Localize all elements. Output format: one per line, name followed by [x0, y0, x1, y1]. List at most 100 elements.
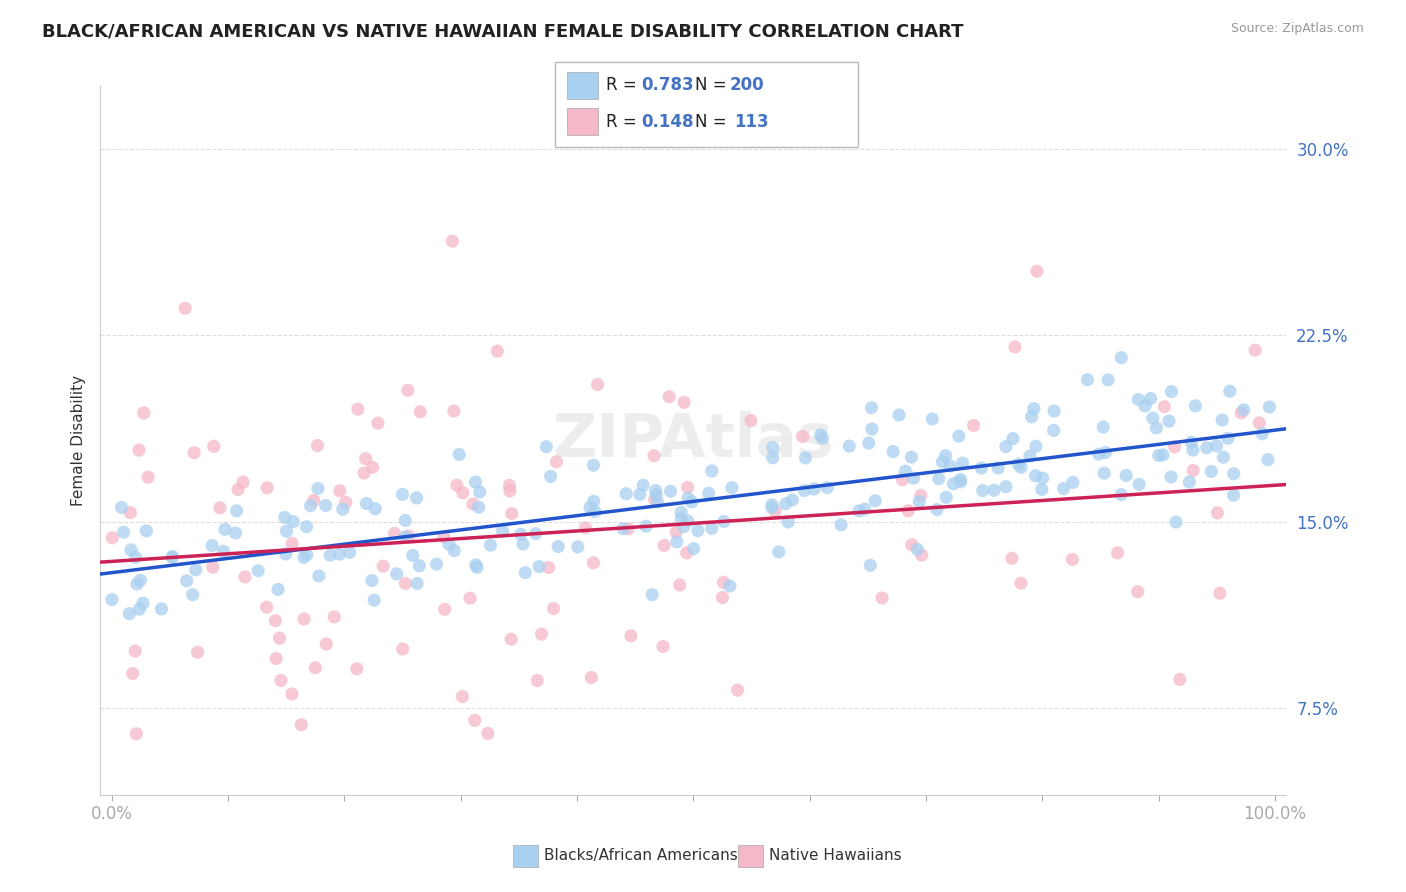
- Point: [290, 717, 312, 731]
- Point: [668, 578, 690, 592]
- Text: 0.148: 0.148: [641, 113, 693, 131]
- Point: [644, 483, 666, 498]
- Point: [1092, 466, 1115, 480]
- Text: 200: 200: [730, 76, 765, 94]
- Point: [150, 602, 173, 616]
- Point: [811, 431, 834, 445]
- Point: [479, 538, 502, 552]
- Point: [274, 547, 297, 561]
- Point: [641, 588, 664, 602]
- Point: [659, 484, 682, 499]
- Point: [782, 492, 804, 507]
- Point: [1107, 546, 1129, 560]
- Point: [201, 560, 224, 574]
- Point: [384, 526, 406, 541]
- Point: [1219, 384, 1241, 398]
- Point: [1026, 264, 1049, 278]
- Point: [1168, 673, 1191, 687]
- Point: [281, 687, 304, 701]
- Point: [911, 548, 934, 562]
- Point: [882, 444, 904, 458]
- Point: [1004, 340, 1026, 354]
- Point: [405, 491, 427, 505]
- Point: [281, 536, 304, 550]
- Point: [983, 483, 1005, 498]
- Point: [652, 539, 675, 553]
- Point: [949, 475, 972, 489]
- Point: [110, 500, 132, 515]
- Point: [233, 570, 256, 584]
- Point: [315, 637, 337, 651]
- Point: [1076, 373, 1098, 387]
- Text: R =: R =: [606, 76, 643, 94]
- Point: [1021, 409, 1043, 424]
- Point: [903, 471, 925, 485]
- Point: [1206, 506, 1229, 520]
- Point: [1216, 431, 1239, 445]
- Point: [537, 560, 560, 574]
- Point: [727, 683, 749, 698]
- Point: [1010, 460, 1032, 475]
- Point: [1092, 420, 1115, 434]
- Point: [274, 510, 297, 524]
- Point: [373, 559, 395, 574]
- Point: [283, 515, 305, 529]
- Point: [526, 673, 548, 688]
- Point: [547, 540, 569, 554]
- Point: [763, 504, 786, 518]
- Point: [614, 487, 637, 501]
- Point: [1133, 399, 1156, 413]
- Point: [486, 344, 509, 359]
- Point: [361, 574, 384, 588]
- Point: [361, 460, 384, 475]
- Point: [928, 472, 950, 486]
- Point: [910, 488, 932, 502]
- Point: [323, 610, 346, 624]
- Text: Source: ZipAtlas.com: Source: ZipAtlas.com: [1230, 22, 1364, 36]
- Point: [1211, 413, 1233, 427]
- Point: [1244, 343, 1267, 358]
- Point: [1201, 464, 1223, 478]
- Text: 0.783: 0.783: [641, 76, 693, 94]
- Point: [1062, 552, 1084, 566]
- Point: [673, 395, 696, 409]
- Point: [1251, 426, 1274, 441]
- Point: [449, 447, 471, 461]
- Point: [307, 482, 329, 496]
- Point: [256, 600, 278, 615]
- Point: [1025, 439, 1047, 453]
- Point: [1147, 449, 1170, 463]
- Point: [1163, 440, 1185, 454]
- Point: [394, 576, 416, 591]
- Text: 113: 113: [734, 113, 769, 131]
- Point: [853, 502, 876, 516]
- Point: [669, 505, 692, 519]
- Point: [451, 690, 474, 704]
- Point: [900, 450, 922, 464]
- Point: [1144, 421, 1167, 435]
- Point: [970, 461, 993, 475]
- Point: [697, 486, 720, 500]
- Point: [124, 550, 146, 565]
- Point: [128, 602, 150, 616]
- Point: [858, 436, 880, 450]
- Point: [891, 473, 914, 487]
- Point: [1001, 551, 1024, 566]
- Point: [620, 629, 643, 643]
- Point: [1212, 450, 1234, 465]
- Point: [451, 485, 474, 500]
- Text: BLACK/AFRICAN AMERICAN VS NATIVE HAWAIIAN FEMALE DISABILITY CORRELATION CHART: BLACK/AFRICAN AMERICAN VS NATIVE HAWAIIA…: [42, 22, 963, 40]
- Point: [887, 408, 910, 422]
- Point: [925, 502, 948, 516]
- Point: [647, 495, 669, 509]
- Point: [409, 405, 432, 419]
- Point: [681, 495, 703, 509]
- Point: [617, 522, 640, 536]
- Point: [307, 439, 329, 453]
- Point: [1180, 435, 1202, 450]
- Point: [501, 507, 523, 521]
- Point: [346, 662, 368, 676]
- Point: [939, 458, 962, 473]
- Point: [465, 560, 488, 574]
- Point: [972, 483, 994, 498]
